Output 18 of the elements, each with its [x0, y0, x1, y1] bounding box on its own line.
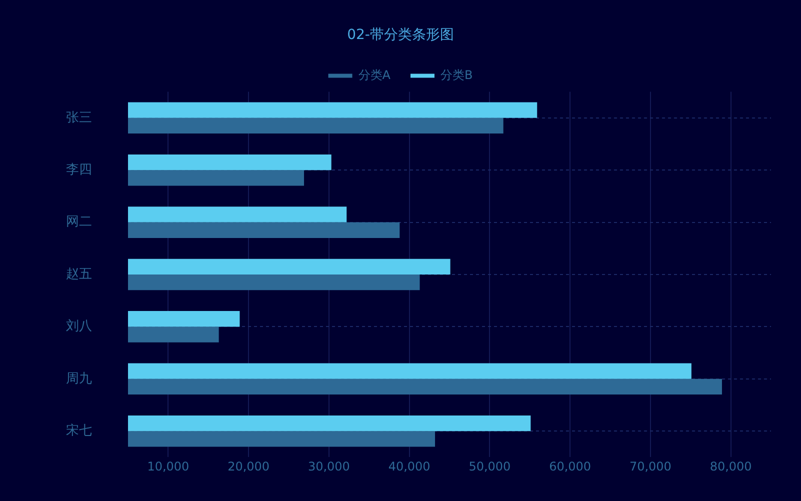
- x-tick-label: 10,000: [147, 460, 190, 474]
- x-tick-label: 40,000: [388, 460, 430, 474]
- y-tick-label: 赵五: [66, 266, 92, 282]
- legend-label: 分类B: [440, 68, 473, 82]
- x-tick-label: 50,000: [468, 460, 511, 474]
- y-tick-label: 宋七: [66, 422, 92, 438]
- y-tick-label: 张三: [66, 110, 92, 126]
- y-tick-label: 周九: [66, 371, 92, 386]
- chart-title: 02-带分类条形图: [347, 27, 454, 44]
- x-tick-label: 80,000: [710, 460, 752, 474]
- legend-label: 分类A: [358, 68, 392, 82]
- y-tick-label: 网二: [66, 214, 92, 230]
- x-tick-label: 60,000: [549, 460, 592, 474]
- x-tick-label: 30,000: [308, 460, 350, 474]
- x-tick-label: 70,000: [629, 460, 672, 474]
- y-tick-label: 刘八: [66, 319, 92, 334]
- x-tick-label: 20,000: [228, 460, 270, 474]
- y-tick-label: 李四: [66, 162, 92, 178]
